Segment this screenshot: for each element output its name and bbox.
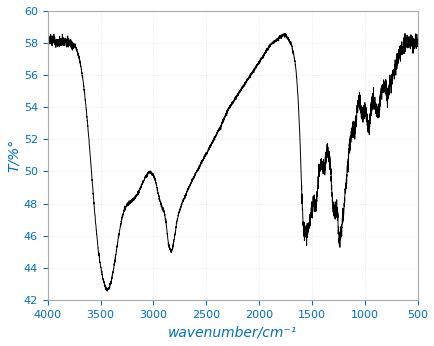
X-axis label: wavenumber/cm⁻¹: wavenumber/cm⁻¹ [168,325,296,339]
Y-axis label: T/%°: T/%° [7,139,21,172]
